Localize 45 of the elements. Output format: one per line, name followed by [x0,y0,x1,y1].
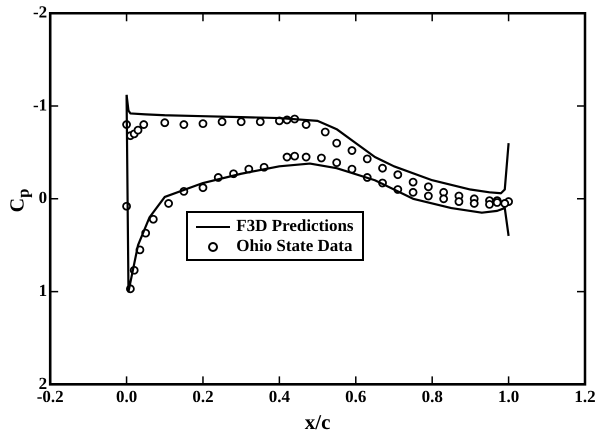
point [408,188,418,197]
x-tick-label: 0.0 [116,386,138,406]
point [362,154,372,164]
point [164,199,173,208]
point [332,158,342,168]
point [198,119,208,128]
point [218,117,226,126]
point [160,118,170,128]
point [320,128,330,136]
x-tick-label: 0.2 [192,386,214,406]
point [348,146,356,155]
point [454,197,464,206]
x-tick-label: 0.4 [268,386,291,406]
point [134,126,142,135]
point [317,154,326,162]
legend-label: F3D Predictions [236,216,354,236]
point [236,117,246,126]
point [302,152,311,162]
point [302,120,311,129]
point [198,183,208,192]
point [424,192,433,200]
point [439,194,448,204]
point [470,199,479,208]
y-tick-label: 0 [38,188,48,208]
y-tick-label: -1 [32,95,48,114]
point [424,182,433,192]
point [179,120,188,129]
x-tick-label: 1.2 [574,386,596,406]
point [290,152,300,161]
x-axis-title: x/c [304,410,330,434]
point [148,214,158,224]
point [378,164,387,173]
x-tick-label: 0.6 [345,386,366,406]
y-tick-label: 1 [38,280,48,300]
legend-label: Ohio State Data [236,236,352,256]
point [139,120,148,129]
point [408,178,418,186]
x-tick-label: 0.8 [422,386,443,406]
point [393,170,402,180]
y-tick-label: -2 [32,2,48,22]
point [332,138,342,148]
point [282,152,292,162]
point [500,199,510,208]
point [485,200,494,209]
x-tick-label: 1.0 [498,386,520,406]
